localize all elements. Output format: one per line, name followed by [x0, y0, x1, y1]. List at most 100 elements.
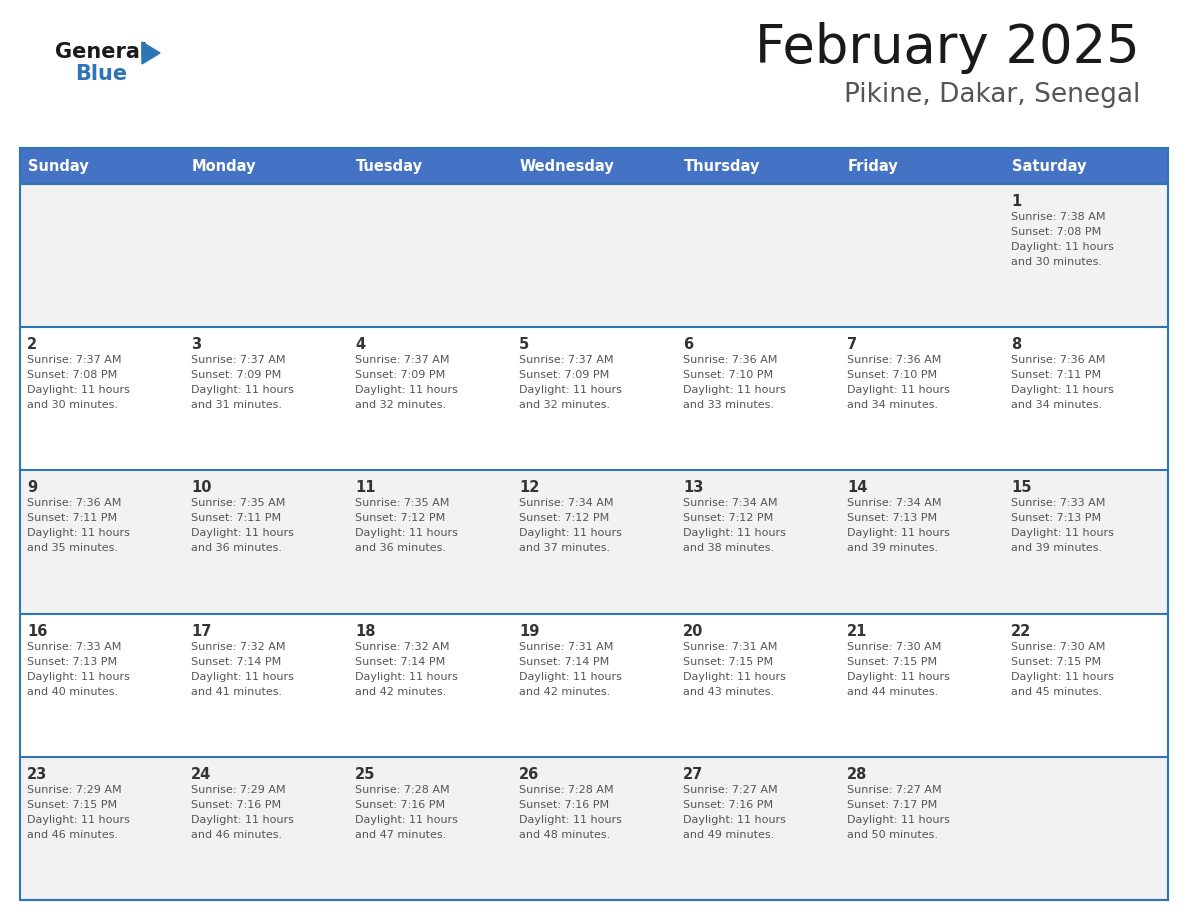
Text: 5: 5 — [519, 337, 529, 353]
Text: Sunset: 7:16 PM: Sunset: 7:16 PM — [683, 800, 773, 810]
Text: Daylight: 11 hours: Daylight: 11 hours — [683, 386, 786, 396]
Text: Sunrise: 7:31 AM: Sunrise: 7:31 AM — [519, 642, 613, 652]
Text: Sunset: 7:11 PM: Sunset: 7:11 PM — [1011, 370, 1101, 380]
Text: 23: 23 — [27, 767, 48, 782]
Text: 25: 25 — [355, 767, 375, 782]
Text: Sunrise: 7:27 AM: Sunrise: 7:27 AM — [847, 785, 942, 795]
Text: Sunset: 7:08 PM: Sunset: 7:08 PM — [1011, 227, 1101, 237]
Text: Sunset: 7:12 PM: Sunset: 7:12 PM — [683, 513, 773, 523]
Text: Sunrise: 7:27 AM: Sunrise: 7:27 AM — [683, 785, 778, 795]
Text: Monday: Monday — [192, 159, 257, 174]
Text: Sunrise: 7:30 AM: Sunrise: 7:30 AM — [1011, 642, 1105, 652]
Text: Daylight: 11 hours: Daylight: 11 hours — [847, 529, 950, 538]
Text: Sunrise: 7:33 AM: Sunrise: 7:33 AM — [27, 642, 121, 652]
Text: and 31 minutes.: and 31 minutes. — [191, 400, 282, 410]
Text: 9: 9 — [27, 480, 37, 496]
Text: and 32 minutes.: and 32 minutes. — [355, 400, 447, 410]
Text: Sunset: 7:10 PM: Sunset: 7:10 PM — [683, 370, 773, 380]
Text: and 37 minutes.: and 37 minutes. — [519, 543, 611, 554]
Text: 11: 11 — [355, 480, 375, 496]
Text: and 33 minutes.: and 33 minutes. — [683, 400, 775, 410]
Text: Daylight: 11 hours: Daylight: 11 hours — [847, 815, 950, 824]
Text: Sunrise: 7:37 AM: Sunrise: 7:37 AM — [191, 355, 285, 365]
Text: and 34 minutes.: and 34 minutes. — [847, 400, 939, 410]
Text: 15: 15 — [1011, 480, 1031, 496]
Text: Sunrise: 7:34 AM: Sunrise: 7:34 AM — [683, 498, 777, 509]
Text: 17: 17 — [191, 623, 211, 639]
Text: Sunrise: 7:32 AM: Sunrise: 7:32 AM — [355, 642, 449, 652]
Bar — [20, 756, 1168, 900]
Text: Daylight: 11 hours: Daylight: 11 hours — [683, 672, 786, 681]
Text: 26: 26 — [519, 767, 539, 782]
Text: Daylight: 11 hours: Daylight: 11 hours — [27, 529, 129, 538]
Text: Sunrise: 7:34 AM: Sunrise: 7:34 AM — [519, 498, 613, 509]
Text: 1: 1 — [1011, 194, 1022, 209]
Text: Sunset: 7:12 PM: Sunset: 7:12 PM — [519, 513, 609, 523]
Text: Daylight: 11 hours: Daylight: 11 hours — [355, 386, 457, 396]
Text: Sunrise: 7:30 AM: Sunrise: 7:30 AM — [847, 642, 941, 652]
Text: Sunset: 7:08 PM: Sunset: 7:08 PM — [27, 370, 118, 380]
Text: Sunset: 7:14 PM: Sunset: 7:14 PM — [191, 656, 282, 666]
Text: Wednesday: Wednesday — [520, 159, 614, 174]
Text: Daylight: 11 hours: Daylight: 11 hours — [355, 672, 457, 681]
Text: Sunset: 7:16 PM: Sunset: 7:16 PM — [355, 800, 446, 810]
Text: and 32 minutes.: and 32 minutes. — [519, 400, 611, 410]
Text: Sunset: 7:16 PM: Sunset: 7:16 PM — [191, 800, 282, 810]
Text: Sunset: 7:15 PM: Sunset: 7:15 PM — [27, 800, 118, 810]
Text: Daylight: 11 hours: Daylight: 11 hours — [191, 386, 293, 396]
Text: and 42 minutes.: and 42 minutes. — [519, 687, 611, 697]
Text: Sunrise: 7:29 AM: Sunrise: 7:29 AM — [191, 785, 285, 795]
Text: and 48 minutes.: and 48 minutes. — [519, 830, 611, 840]
Text: Daylight: 11 hours: Daylight: 11 hours — [27, 815, 129, 824]
Text: Sunset: 7:15 PM: Sunset: 7:15 PM — [847, 656, 937, 666]
Text: Daylight: 11 hours: Daylight: 11 hours — [191, 672, 293, 681]
Text: Daylight: 11 hours: Daylight: 11 hours — [355, 815, 457, 824]
Text: Tuesday: Tuesday — [356, 159, 423, 174]
Text: 28: 28 — [847, 767, 867, 782]
Text: 4: 4 — [355, 337, 365, 353]
Text: 19: 19 — [519, 623, 539, 639]
Text: and 30 minutes.: and 30 minutes. — [1011, 257, 1102, 267]
Bar — [20, 327, 1168, 470]
Text: Saturday: Saturday — [1012, 159, 1087, 174]
Text: and 46 minutes.: and 46 minutes. — [27, 830, 118, 840]
Text: Sunrise: 7:34 AM: Sunrise: 7:34 AM — [847, 498, 942, 509]
Text: Daylight: 11 hours: Daylight: 11 hours — [847, 386, 950, 396]
Text: and 41 minutes.: and 41 minutes. — [191, 687, 282, 697]
Text: Sunset: 7:14 PM: Sunset: 7:14 PM — [519, 656, 609, 666]
Text: Daylight: 11 hours: Daylight: 11 hours — [1011, 672, 1114, 681]
Text: Friday: Friday — [848, 159, 899, 174]
Text: Sunrise: 7:28 AM: Sunrise: 7:28 AM — [355, 785, 449, 795]
Text: and 40 minutes.: and 40 minutes. — [27, 687, 118, 697]
Bar — [20, 613, 1168, 756]
Text: Sunrise: 7:35 AM: Sunrise: 7:35 AM — [355, 498, 449, 509]
Polygon shape — [143, 42, 160, 64]
Text: Sunset: 7:09 PM: Sunset: 7:09 PM — [519, 370, 609, 380]
Text: and 34 minutes.: and 34 minutes. — [1011, 400, 1102, 410]
Bar — [20, 470, 1168, 613]
Text: Sunrise: 7:37 AM: Sunrise: 7:37 AM — [27, 355, 121, 365]
Text: Daylight: 11 hours: Daylight: 11 hours — [191, 529, 293, 538]
Text: and 30 minutes.: and 30 minutes. — [27, 400, 118, 410]
Text: and 49 minutes.: and 49 minutes. — [683, 830, 775, 840]
Text: Sunrise: 7:36 AM: Sunrise: 7:36 AM — [683, 355, 777, 365]
Text: Sunset: 7:10 PM: Sunset: 7:10 PM — [847, 370, 937, 380]
Text: February 2025: February 2025 — [756, 22, 1140, 74]
Text: Daylight: 11 hours: Daylight: 11 hours — [847, 672, 950, 681]
Text: Sunrise: 7:36 AM: Sunrise: 7:36 AM — [27, 498, 121, 509]
Text: Sunset: 7:11 PM: Sunset: 7:11 PM — [27, 513, 118, 523]
Bar — [20, 148, 1168, 184]
Text: 6: 6 — [683, 337, 693, 353]
Text: Thursday: Thursday — [684, 159, 760, 174]
Text: Sunset: 7:15 PM: Sunset: 7:15 PM — [683, 656, 773, 666]
Text: Daylight: 11 hours: Daylight: 11 hours — [519, 672, 621, 681]
Text: and 45 minutes.: and 45 minutes. — [1011, 687, 1102, 697]
Text: and 44 minutes.: and 44 minutes. — [847, 687, 939, 697]
Text: 14: 14 — [847, 480, 867, 496]
Text: and 38 minutes.: and 38 minutes. — [683, 543, 775, 554]
Text: and 36 minutes.: and 36 minutes. — [191, 543, 282, 554]
Text: Sunrise: 7:35 AM: Sunrise: 7:35 AM — [191, 498, 285, 509]
Text: 21: 21 — [847, 623, 867, 639]
Text: Sunset: 7:12 PM: Sunset: 7:12 PM — [355, 513, 446, 523]
Text: Daylight: 11 hours: Daylight: 11 hours — [519, 386, 621, 396]
